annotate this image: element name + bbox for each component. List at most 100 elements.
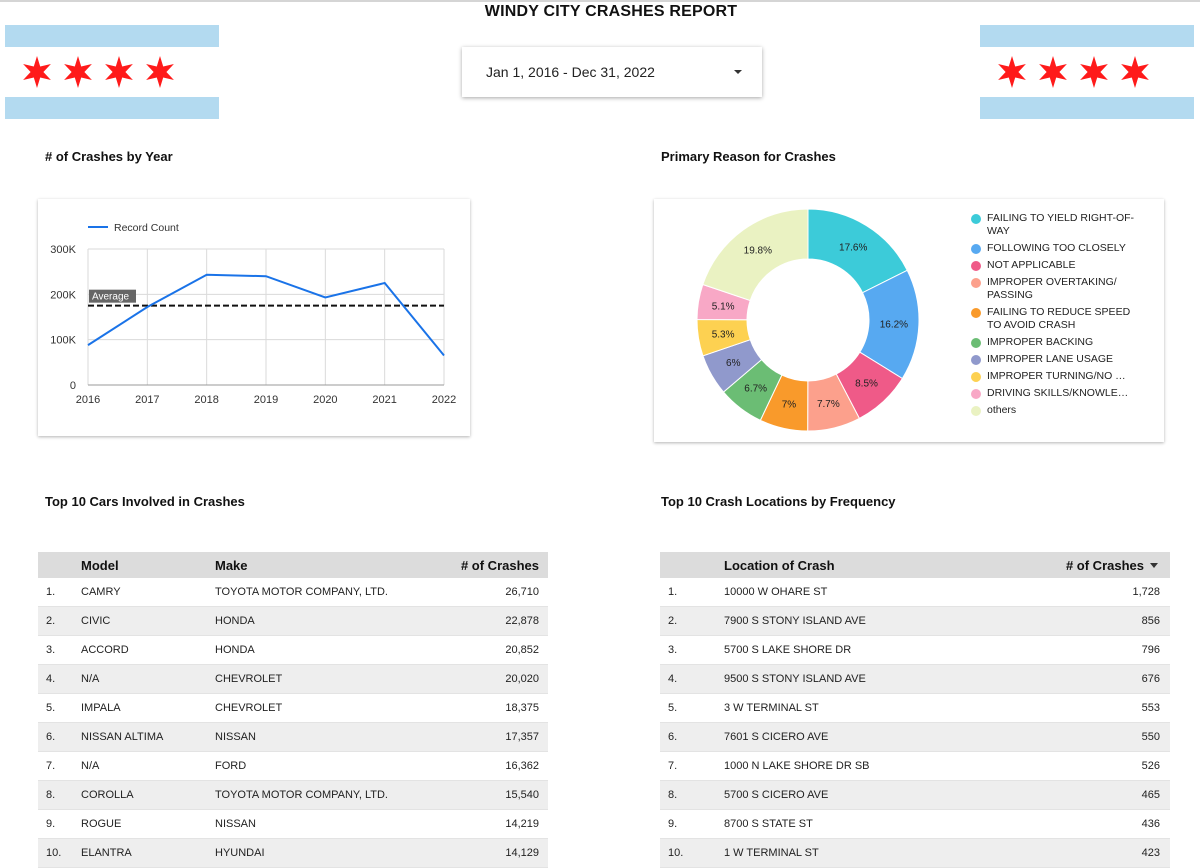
star-icon	[998, 56, 1026, 88]
cell-model: ACCORD	[81, 635, 215, 665]
cell-make: CHEVROLET	[215, 664, 395, 694]
table-row[interactable]: 3. 5700 S LAKE SHORE DR 796	[660, 635, 1170, 665]
header-crashes-sorted[interactable]: # of Crashes	[994, 552, 1170, 578]
legend-swatch	[971, 214, 981, 224]
donut-legend: FAILING TO YIELD RIGHT-OF-WAY FOLLOWING T…	[971, 212, 1141, 421]
cell-make: FORD	[215, 751, 395, 781]
table-row[interactable]: 8. COROLLA TOYOTA MOTOR COMPANY, LTD. 15,54…	[38, 780, 548, 810]
cell-idx: 5.	[38, 693, 81, 723]
legend-swatch	[971, 372, 981, 382]
star-icon	[1039, 56, 1067, 88]
cell-crashes: 796	[994, 635, 1170, 665]
legend-item[interactable]: FAILING TO YIELD RIGHT-OF-WAY	[971, 212, 1141, 238]
table-row[interactable]: 2. CIVIC HONDA 22,878	[38, 606, 548, 636]
cell-crashes: 14,129	[395, 838, 548, 868]
cell-make: CHEVROLET	[215, 693, 395, 723]
x-tick-label: 2017	[135, 394, 159, 406]
cell-idx: 10.	[38, 838, 81, 868]
header-model[interactable]: Model	[81, 552, 215, 578]
table-row[interactable]: 7. N/A FORD 16,362	[38, 751, 548, 781]
table-row[interactable]: 4. 9500 S STONY ISLAND AVE 676	[660, 664, 1170, 694]
cell-idx: 9.	[38, 809, 81, 839]
x-tick-label: 2018	[194, 394, 218, 406]
series-line-record-count[interactable]	[87, 273, 445, 357]
cell-crashes: 14,219	[395, 809, 548, 839]
table-row[interactable]: 10. ELANTRA HYUNDAI 14,129	[38, 838, 548, 868]
x-tick-label: 2020	[313, 394, 337, 406]
slice-value-label: 5.3%	[712, 329, 735, 340]
legend-item[interactable]: FOLLOWING TOO CLOSELY	[971, 242, 1141, 255]
legend-swatch	[971, 261, 981, 271]
cell-location: 1000 N LAKE SHORE DR SB	[724, 751, 994, 781]
cell-idx: 3.	[38, 635, 81, 665]
slice-value-label: 8.5%	[855, 379, 878, 390]
cell-idx: 7.	[38, 751, 81, 781]
table-row[interactable]: 5. 3 W TERMINAL ST 553	[660, 693, 1170, 723]
legend-swatch	[971, 406, 981, 416]
cell-model: CIVIC	[81, 606, 215, 636]
cell-idx: 6.	[660, 722, 724, 752]
slice-value-label: 5.1%	[712, 301, 735, 312]
table-row[interactable]: 2. 7900 S STONY ISLAND AVE 856	[660, 606, 1170, 636]
average-label-bg	[89, 289, 136, 303]
legend-item[interactable]: IMPROPER TURNING/NO SI...	[971, 370, 1141, 383]
donut-slice[interactable]	[702, 208, 809, 302]
legend-swatch	[971, 355, 981, 365]
header-location[interactable]: Location of Crash	[724, 552, 994, 578]
x-tick-label: 2022	[432, 394, 456, 406]
cell-location: 7601 S CICERO AVE	[724, 722, 994, 752]
table-row[interactable]: 6. NISSAN ALTIMA NISSAN 17,357	[38, 722, 548, 752]
legend-label: IMPROPER BACKING	[987, 336, 1094, 348]
cell-location: 8700 S STATE ST	[724, 809, 994, 839]
legend-item[interactable]: NOT APPLICABLE	[971, 259, 1141, 272]
cell-make: NISSAN	[215, 809, 395, 839]
legend-item[interactable]: DRIVING SKILLS/KNOWLED...	[971, 387, 1141, 400]
cell-crashes: 526	[994, 751, 1170, 781]
primary-reason-title: Primary Reason for Crashes	[661, 149, 836, 164]
cell-idx: 10.	[660, 838, 724, 868]
date-range-picker[interactable]: Jan 1, 2016 - Dec 31, 2022	[462, 47, 762, 97]
table-row[interactable]: 1. 10000 W OHARE ST 1,728	[660, 578, 1170, 607]
cell-crashes: 20,852	[395, 635, 548, 665]
table-row[interactable]: 10. 1 W TERMINAL ST 423	[660, 838, 1170, 868]
slice-value-label: 7%	[782, 399, 797, 410]
table-row[interactable]: 6. 7601 S CICERO AVE 550	[660, 722, 1170, 752]
header-crashes[interactable]: # of Crashes	[395, 552, 548, 578]
legend-item[interactable]: IMPROPER OVERTAKING/ PASSING	[971, 276, 1141, 302]
table-row[interactable]: 3. ACCORD HONDA 20,852	[38, 635, 548, 665]
flag-stripe	[5, 97, 219, 119]
cell-model: N/A	[81, 664, 215, 694]
legend-item[interactable]: others	[971, 404, 1141, 417]
star-icon	[1080, 56, 1108, 88]
legend-item[interactable]: IMPROPER LANE USAGE	[971, 353, 1141, 366]
cell-location: 7900 S STONY ISLAND AVE	[724, 606, 994, 636]
cell-crashes: 15,540	[395, 780, 548, 810]
top-locations-title: Top 10 Crash Locations by Frequency	[661, 494, 896, 509]
table-row[interactable]: 1. CAMRY TOYOTA MOTOR COMPANY, LTD. 26,710	[38, 578, 548, 607]
cell-model: N/A	[81, 751, 215, 781]
sort-desc-icon[interactable]	[1150, 562, 1158, 568]
cell-idx: 9.	[660, 809, 724, 839]
top-locations-table: Location of Crash # of Crashes 1. 10000 W…	[660, 552, 1170, 868]
table-row[interactable]: 5. IMPALA CHEVROLET 18,375	[38, 693, 548, 723]
cell-crashes: 1,728	[994, 578, 1170, 607]
chevron-down-icon[interactable]	[734, 70, 742, 74]
table-row[interactable]: 8. 5700 S CICERO AVE 465	[660, 780, 1170, 810]
cell-crashes: 676	[994, 664, 1170, 694]
flag-stars	[23, 56, 174, 88]
table-row[interactable]: 9. ROGUE NISSAN 14,219	[38, 809, 548, 839]
y-tick-label: 100K	[50, 335, 76, 347]
table-row[interactable]: 7. 1000 N LAKE SHORE DR SB 526	[660, 751, 1170, 781]
top-cars-title: Top 10 Cars Involved in Crashes	[45, 494, 245, 509]
flag-stripe	[980, 97, 1194, 119]
header-make[interactable]: Make	[215, 552, 395, 578]
legend-item[interactable]: IMPROPER BACKING	[971, 336, 1141, 349]
cell-model: ROGUE	[81, 809, 215, 839]
cell-crashes: 20,020	[395, 664, 548, 694]
table-row[interactable]: 9. 8700 S STATE ST 436	[660, 809, 1170, 839]
chicago-flag-right	[980, 25, 1194, 119]
x-tick-label: 2016	[76, 394, 100, 406]
table-row[interactable]: 4. N/A CHEVROLET 20,020	[38, 664, 548, 694]
legend-item[interactable]: FAILING TO REDUCE SPEED TO AVOID CRASH	[971, 306, 1141, 332]
legend-swatch	[971, 278, 981, 288]
